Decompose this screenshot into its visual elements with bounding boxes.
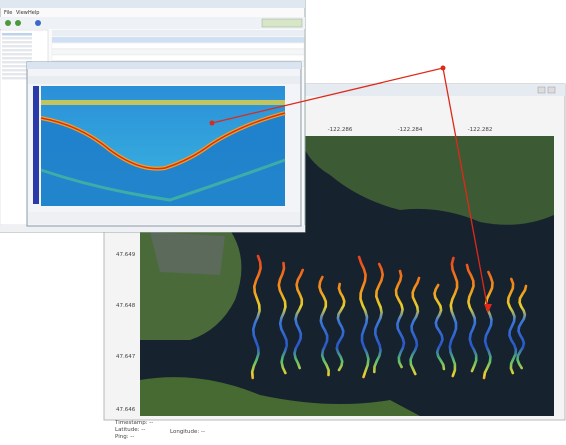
y-axis-label: 47.649: [116, 252, 136, 258]
tool-button[interactable]: [15, 20, 21, 26]
tool-button[interactable]: [35, 20, 41, 26]
menu-item[interactable]: File: [4, 10, 12, 16]
tree-item: [2, 49, 32, 52]
tree-item: [2, 45, 32, 48]
min-button[interactable]: [538, 87, 545, 93]
title-bar: [27, 62, 301, 69]
y-axis-label: 47.647: [116, 354, 136, 360]
menu-item[interactable]: Help: [28, 10, 39, 16]
screenshot: File ViewHelp -122.286 -122.284 -122.282 47.6…: [0, 0, 566, 445]
table-row: [52, 55, 304, 61]
tree-item: [2, 41, 32, 44]
toolbar: [28, 76, 300, 84]
tool-button[interactable]: [5, 20, 11, 26]
status-field: Timestamp: --: [114, 420, 153, 426]
tree-item: [2, 37, 32, 40]
toolbar: [0, 17, 305, 29]
validation-button[interactable]: [262, 19, 302, 27]
x-axis-label: -122.284: [398, 127, 423, 133]
y-axis-label: 47.648: [116, 303, 136, 309]
table-row: [52, 49, 304, 55]
scene: File ViewHelp -122.286 -122.284 -122.282 47.6…: [0, 0, 566, 445]
table-row: [52, 37, 304, 43]
table-header: [52, 30, 304, 36]
max-button[interactable]: [548, 87, 555, 93]
title-bar: [0, 0, 305, 8]
echogram-window: [27, 62, 301, 226]
color-scale: [33, 86, 39, 204]
tree-item: [2, 57, 32, 60]
buildings: [150, 232, 225, 275]
x-axis-label: -122.282: [468, 127, 493, 133]
y-axis-label: 47.646: [116, 407, 136, 413]
status-field: Longitude: --: [170, 429, 205, 435]
status-field: Ping: --: [115, 434, 134, 440]
surface-band: [41, 100, 285, 105]
table-row: [52, 43, 304, 49]
x-axis-label: -122.286: [328, 127, 353, 133]
callout-point: [210, 121, 215, 126]
tree-item: [2, 33, 32, 36]
menu-item[interactable]: View: [16, 10, 28, 16]
tree-item: [2, 53, 32, 56]
status-field: Latitude: --: [115, 427, 145, 433]
status-bar: [28, 212, 300, 224]
callout-point: [441, 66, 446, 71]
